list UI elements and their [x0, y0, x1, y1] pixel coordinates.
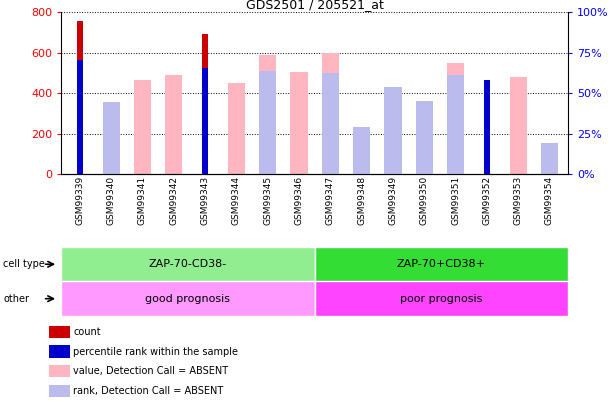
Text: ZAP-70-CD38-: ZAP-70-CD38-	[148, 259, 227, 269]
Bar	[322, 53, 339, 174]
Text: count: count	[73, 327, 101, 337]
Bar	[447, 63, 464, 174]
Text: cell type: cell type	[3, 259, 45, 269]
Text: ZAP-70+CD38+: ZAP-70+CD38+	[397, 259, 486, 269]
Bar	[415, 101, 433, 174]
Text: poor prognosis: poor prognosis	[400, 294, 483, 304]
Bar	[49, 384, 70, 397]
Bar	[202, 34, 208, 174]
Text: rank, Detection Call = ABSENT: rank, Detection Call = ABSENT	[73, 386, 224, 396]
Bar	[353, 134, 370, 174]
Bar	[61, 247, 315, 281]
Bar	[103, 102, 120, 174]
Bar	[61, 281, 315, 316]
Bar	[228, 83, 245, 174]
Text: percentile rank within the sample: percentile rank within the sample	[73, 347, 238, 356]
Bar	[77, 60, 83, 174]
Bar	[49, 365, 70, 377]
Bar	[49, 345, 70, 358]
Bar	[353, 126, 370, 174]
Bar	[541, 143, 558, 174]
Bar	[415, 117, 433, 174]
Title: GDS2501 / 205521_at: GDS2501 / 205521_at	[246, 0, 384, 11]
Bar	[202, 68, 208, 174]
Bar	[484, 80, 490, 174]
Bar	[134, 80, 151, 174]
Bar	[103, 122, 120, 174]
Bar	[259, 71, 276, 174]
Bar	[322, 73, 339, 174]
Bar	[49, 326, 70, 338]
Bar	[259, 55, 276, 174]
Bar	[165, 75, 183, 174]
Bar	[77, 21, 83, 174]
Text: good prognosis: good prognosis	[145, 294, 230, 304]
Text: value, Detection Call = ABSENT: value, Detection Call = ABSENT	[73, 366, 229, 376]
Bar	[510, 77, 527, 174]
Bar	[315, 281, 568, 316]
Bar	[484, 132, 490, 174]
Bar	[541, 161, 558, 174]
Bar	[384, 109, 401, 174]
Bar	[384, 87, 401, 174]
Bar	[447, 75, 464, 174]
Text: other: other	[3, 294, 29, 304]
Bar	[290, 72, 307, 174]
Bar	[315, 247, 568, 281]
